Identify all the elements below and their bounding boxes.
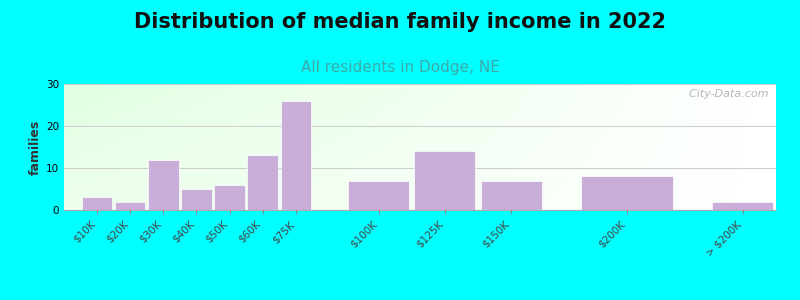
Bar — [414, 151, 475, 210]
Text: All residents in Dodge, NE: All residents in Dodge, NE — [301, 60, 499, 75]
Bar — [214, 185, 245, 210]
Bar — [182, 189, 212, 210]
Bar — [115, 202, 146, 210]
Y-axis label: families: families — [29, 119, 42, 175]
Bar — [247, 155, 278, 210]
Bar — [582, 176, 673, 210]
Bar — [82, 197, 112, 210]
Text: Distribution of median family income in 2022: Distribution of median family income in … — [134, 12, 666, 32]
Bar — [348, 181, 409, 210]
Bar — [481, 181, 542, 210]
Bar — [281, 101, 311, 210]
Bar — [148, 160, 178, 210]
Text: City-Data.com: City-Data.com — [682, 89, 769, 99]
Bar — [713, 202, 774, 210]
